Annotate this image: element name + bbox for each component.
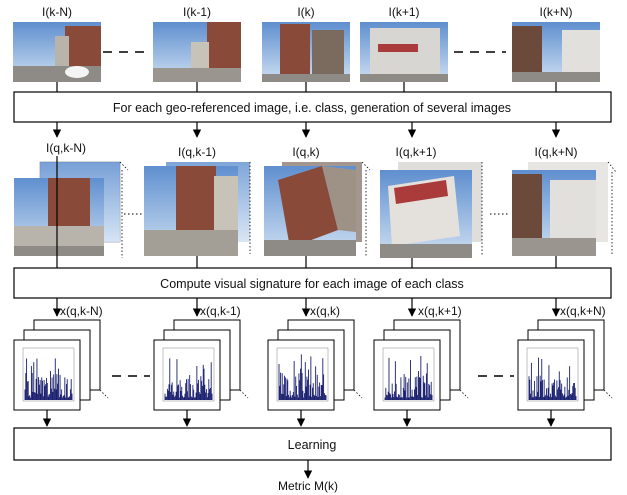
label-iq-k: I(q,k) bbox=[292, 145, 319, 159]
label-x-k-minus-1: x(q,k-1) bbox=[200, 304, 241, 318]
label-i-k: I(k) bbox=[297, 5, 314, 19]
histogram-stacks bbox=[13, 319, 613, 411]
generated-image-stacks bbox=[14, 161, 617, 258]
label-iq-k-plus-n: I(q,k+N) bbox=[534, 145, 577, 159]
generation-step-box bbox=[13, 91, 612, 123]
connectors-mid bbox=[56, 156, 557, 268]
label-x-k-plus-1: x(q,k+1) bbox=[418, 304, 462, 318]
histogram-stack-k-plus-n bbox=[517, 319, 613, 411]
label-iq-k-plus-1: I(q,k+1) bbox=[395, 145, 436, 159]
label-iq-k-minus-n: I(q,k-N) bbox=[46, 141, 86, 155]
photo-k-minus-n bbox=[13, 22, 101, 82]
histogram-stack-k-minus-n bbox=[13, 319, 109, 411]
top-photo-row bbox=[13, 22, 600, 82]
photo-k-minus-1 bbox=[153, 22, 241, 82]
label-x-k-minus-n: x(q,k-N) bbox=[60, 304, 103, 318]
learning-step-text: Learning bbox=[288, 438, 337, 452]
generated-stack-k bbox=[264, 161, 371, 256]
label-x-k-plus-n: x(q,k+N) bbox=[560, 304, 606, 318]
generated-stack-k-plus-1 bbox=[380, 162, 483, 258]
generated-stack-k-plus-n bbox=[512, 161, 617, 256]
histogram-stack-k bbox=[267, 319, 363, 411]
histogram-stack-k-minus-1 bbox=[153, 319, 249, 411]
generation-step-text: For each geo-referenced image, i.e. clas… bbox=[113, 101, 511, 115]
photo-k-plus-n bbox=[512, 22, 600, 82]
arrows-to-learning bbox=[42, 410, 556, 427]
learning-step-box bbox=[13, 427, 612, 461]
signature-step-box bbox=[13, 267, 612, 299]
label-i-k-minus-1: I(k-1) bbox=[183, 5, 211, 19]
signature-step-text: Compute visual signature for each image … bbox=[160, 277, 464, 291]
generated-stack-k-minus-n bbox=[14, 161, 129, 258]
label-i-k-minus-n: I(k-N) bbox=[42, 5, 72, 19]
photo-k-plus-1 bbox=[360, 22, 448, 82]
label-iq-k-minus-1: I(q,k-1) bbox=[178, 145, 216, 159]
arrows-to-generated bbox=[52, 122, 561, 138]
label-x-k: x(q,k) bbox=[310, 304, 340, 318]
arrows-to-signatures bbox=[52, 298, 561, 317]
label-i-k-plus-n: I(k+N) bbox=[540, 5, 573, 19]
generated-stack-k-minus-1 bbox=[144, 162, 251, 256]
connectors-top bbox=[56, 82, 557, 92]
label-i-k-plus-1: I(k+1) bbox=[388, 5, 419, 19]
histogram-stack-k-plus-1 bbox=[373, 319, 469, 411]
photo-k bbox=[262, 22, 350, 82]
output-metric-label: Metric M(k) bbox=[278, 479, 338, 493]
